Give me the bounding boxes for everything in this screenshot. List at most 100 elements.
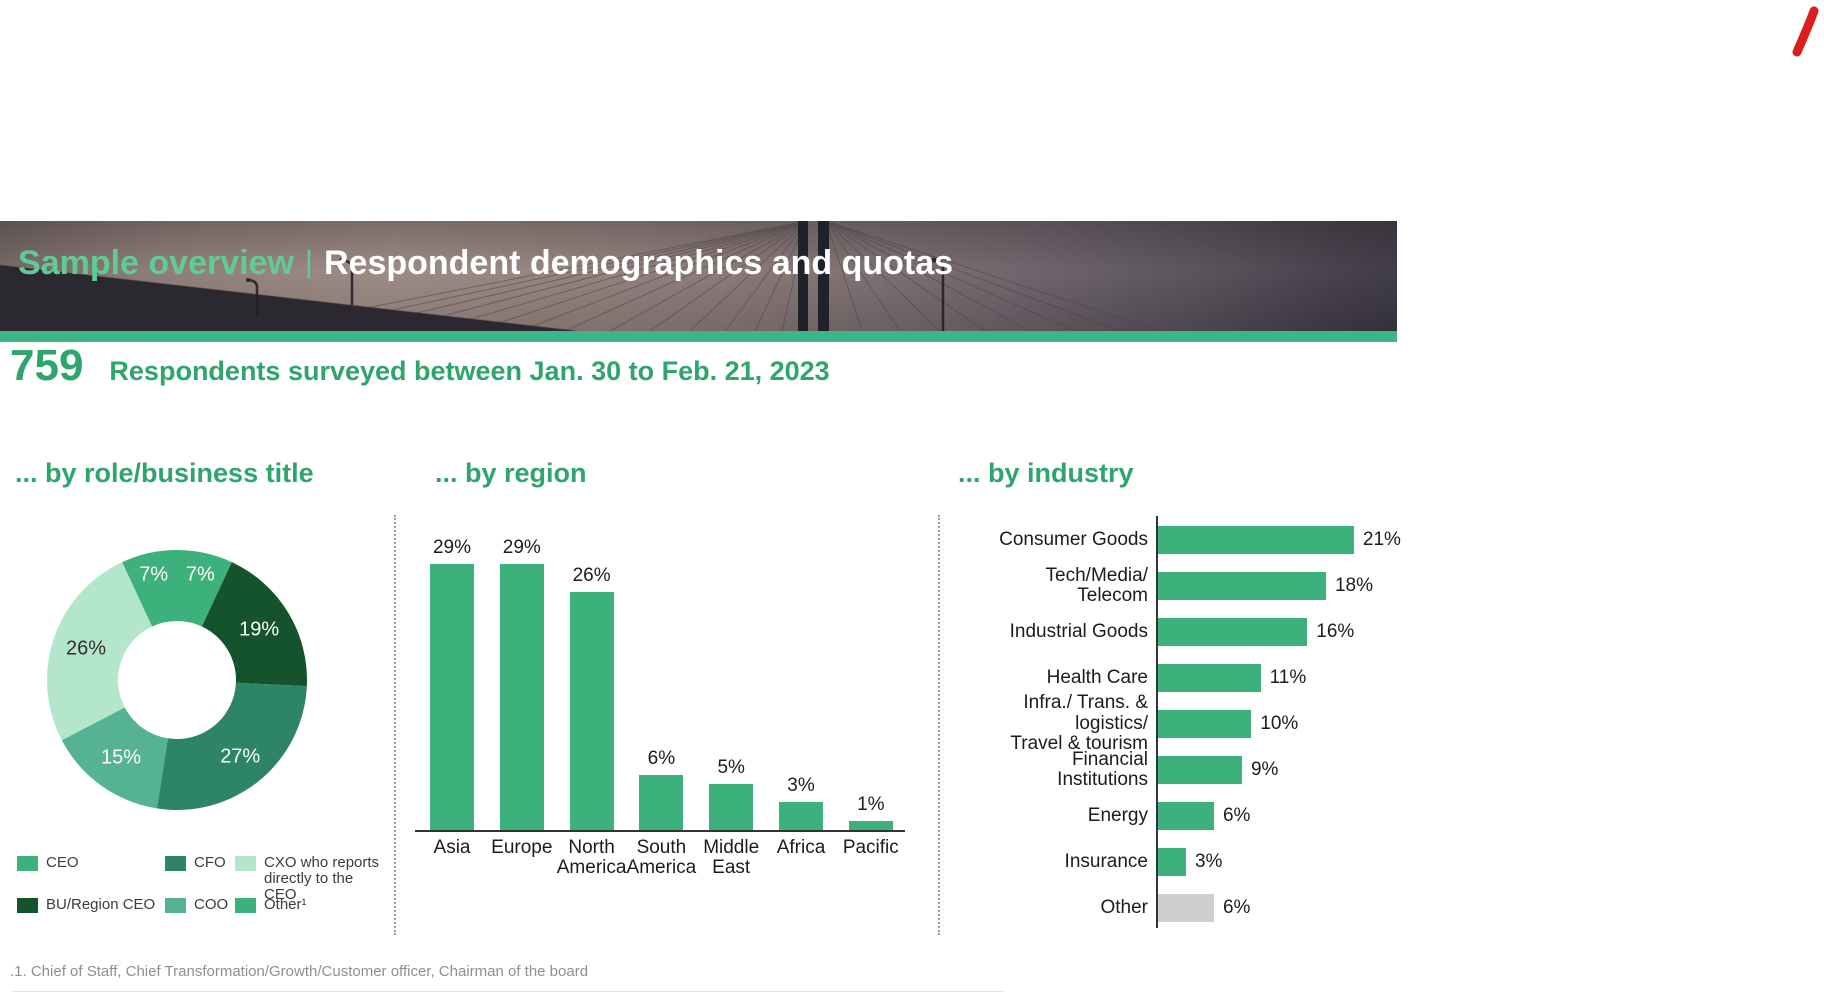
industry-bar-value: 6%	[1222, 897, 1251, 918]
legend-label: Other¹	[264, 896, 307, 913]
region-bar-africa	[779, 802, 823, 830]
industry-bar-energy	[1158, 802, 1214, 830]
donut-slice-cxo-who-reports-directly-to-the-ceo	[47, 562, 153, 741]
role-donut-chart	[47, 550, 307, 810]
donut-slice-cfo	[156, 682, 307, 810]
region-category-label: Asia	[433, 837, 471, 858]
region-bar-value: 6%	[647, 747, 676, 769]
region-bar-value: 26%	[572, 564, 611, 586]
donut-slice-other	[122, 550, 177, 627]
legend-item-cxo-who-reports-directly-to-the-ceo: CXO who reports directly to the CEO	[235, 855, 385, 903]
industry-category-label-consumer-goods: Consumer Goods	[999, 528, 1148, 550]
donut-value-label-coo: 15%	[101, 746, 142, 769]
legend-item-other: Other¹	[235, 897, 307, 913]
page-title: Sample overview | Respondent demographics …	[18, 244, 954, 282]
legend-item-bu-region-ceo: BU/Region CEO	[17, 897, 155, 913]
legend-label: CFO	[194, 854, 226, 871]
industry-bar-value: 6%	[1222, 805, 1251, 826]
region-bar-north-america	[569, 591, 614, 830]
industry-category-label-energy: Energy	[1087, 804, 1148, 826]
section-title-role: ... by role/business title	[15, 458, 314, 488]
legend-label: BU/Region CEO	[46, 896, 156, 913]
industry-bar-insurance	[1158, 848, 1186, 876]
region-bar-chart: 29% Asia 29% Europe 26% North America 6% South Am…	[415, 537, 907, 880]
region-category-label: Europe	[491, 837, 553, 858]
industry-y-axis	[1156, 516, 1158, 928]
legend-item-ceo: CEO	[17, 855, 79, 871]
industry-bar-value: 9%	[1250, 759, 1279, 780]
legend-swatch	[17, 898, 38, 913]
legend-swatch	[235, 856, 256, 871]
industry-category-label-health-care: Health Care	[1046, 666, 1148, 688]
accent-strip	[0, 331, 1397, 342]
industry-category-label-financial-institutions: Financial Institutions	[1057, 748, 1148, 790]
region-bar-value: 5%	[717, 757, 745, 779]
region-category-label: South America	[626, 837, 697, 878]
industry-bar-value: 10%	[1260, 713, 1299, 734]
donut-value-label-cfo: 27%	[220, 745, 261, 768]
industry-bar-value: 16%	[1316, 621, 1355, 642]
legend-item-coo: COO	[165, 897, 228, 913]
region-bar-value: 29%	[502, 537, 541, 559]
region-bar-middle-east	[709, 784, 754, 830]
respondent-description: Respondents surveyed between Jan. 30 to …	[109, 356, 830, 386]
industry-bar-other	[1158, 894, 1214, 922]
bottom-rule	[12, 991, 1004, 992]
bridge-scenery-icon	[0, 221, 1397, 331]
industry-bar-consumer-goods	[1158, 526, 1354, 554]
industry-bar-value: 3%	[1194, 851, 1223, 872]
industry-category-label-other: Other	[1100, 896, 1148, 918]
respondent-count: 759	[10, 341, 84, 390]
industry-bar-industrial-goods	[1158, 618, 1308, 646]
region-x-axis	[415, 830, 905, 832]
industry-category-label-tech-media-telecom: Tech/Media/Telecom	[1045, 564, 1148, 606]
legend-item-cfo: CFO	[165, 855, 226, 871]
page-title-highlight: Sample overview	[18, 244, 294, 282]
legend-label: CXO who reports directly to the CEO	[264, 854, 380, 903]
region-category-label: Africa	[776, 837, 826, 858]
region-category-label: Pacific	[842, 837, 899, 858]
industry-bar-infra-trans-logistics-travel-tourism	[1158, 710, 1252, 738]
respondent-stats: 759 Respondents surveyed between Jan. 30…	[10, 344, 830, 388]
industry-bar-health-care	[1158, 664, 1261, 692]
region-bar-europe	[499, 564, 544, 830]
industry-category-label-industrial-goods: Industrial Goods	[1009, 620, 1148, 642]
title-separator: |	[304, 244, 313, 279]
section-title-region: ... by region	[435, 458, 587, 488]
region-bar-value: 3%	[787, 775, 815, 797]
donut-value-label-cxo-who-reports-directly-to-the-ceo: 26%	[66, 637, 107, 660]
legend-swatch	[165, 898, 186, 913]
donut-value-label-bu-region-ceo: 19%	[239, 618, 280, 641]
industry-bar-tech-media-telecom	[1158, 572, 1326, 600]
industry-bar-value: 11%	[1269, 667, 1307, 688]
section-title-industry: ... by industry	[958, 458, 1134, 488]
footnote: .1. Chief of Staff, Chief Transformation…	[10, 963, 589, 980]
logo-mark-icon	[1792, 6, 1819, 57]
legend-label: COO	[194, 896, 229, 913]
header-banner: Sample overview | Respondent demographics …	[0, 221, 1397, 342]
industry-bar-value: 18%	[1334, 575, 1373, 596]
donut-slice-ceo	[177, 550, 232, 627]
industry-category-label-infra-trans-logistics-travel-tourism: Infra./ Trans. & logistics/Travel & tour…	[1010, 692, 1148, 755]
industry-bar-value: 21%	[1362, 529, 1401, 550]
bridge-photo: Sample overview | Respondent demographics …	[0, 221, 1397, 331]
industry-bar-financial-institutions	[1158, 756, 1242, 784]
region-bar-pacific	[848, 820, 893, 830]
region-bar-value: 29%	[432, 537, 472, 559]
region-category-label: North America	[556, 837, 627, 878]
donut-value-label-ceo: 7%	[185, 563, 215, 586]
region-bar-value: 1%	[857, 793, 885, 815]
divider-role-region	[394, 515, 396, 935]
legend-swatch	[165, 856, 186, 871]
legend-label: CEO	[46, 854, 79, 871]
page-title-main: Respondent demographics and quotas	[323, 244, 954, 282]
legend-swatch	[17, 856, 38, 871]
donut-value-label-other: 7%	[139, 563, 169, 586]
region-category-label: Middle East	[703, 837, 760, 878]
donut-slice-bu-region-ceo	[201, 562, 307, 687]
region-bar-south-america	[639, 774, 684, 830]
donut-slice-coo	[61, 707, 168, 809]
industry-bar-chart: Consumer Goods 21% Tech/Media/Telecom 18% In…	[950, 516, 1420, 936]
region-bar-asia	[430, 564, 474, 830]
